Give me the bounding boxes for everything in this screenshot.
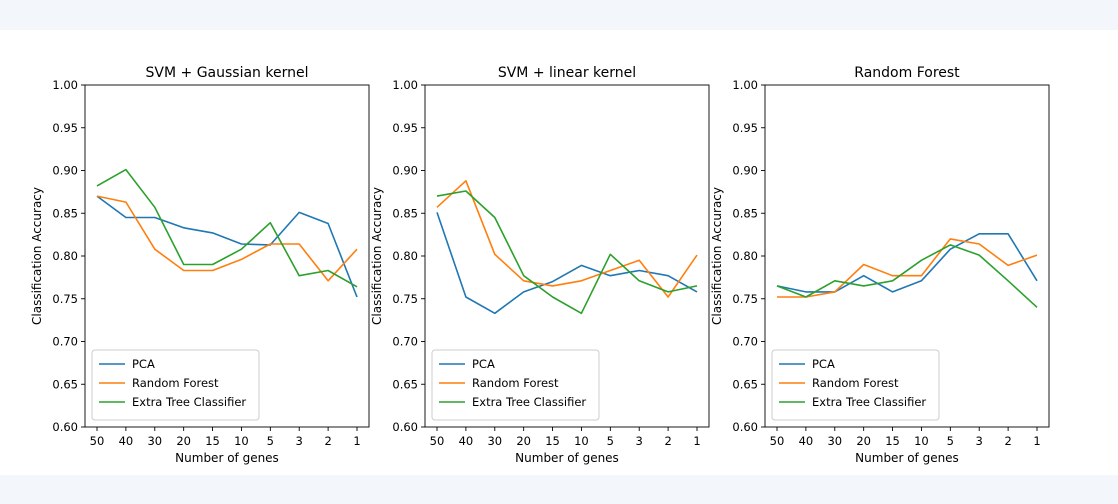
- series-line-2: [777, 238, 1038, 298]
- series-line-2: [436, 180, 698, 298]
- legend-box: [91, 349, 260, 421]
- y-tick-label: 0.70: [732, 335, 758, 349]
- legend-label: Random Forest: [812, 376, 899, 390]
- y-tick-label: 0.90: [52, 164, 78, 178]
- y-tick-label: 0.65: [732, 377, 758, 391]
- x-tick-label: 10: [914, 434, 929, 448]
- x-tick-label: 40: [459, 434, 474, 448]
- legend-label: PCA: [132, 357, 155, 371]
- x-tick-label: 15: [885, 434, 900, 448]
- y-tick-label: 0.75: [392, 292, 418, 306]
- y-axis-label: Classification Accuracy: [710, 187, 724, 325]
- y-tick-label: 0.80: [52, 249, 78, 263]
- x-tick-label: 30: [147, 434, 162, 448]
- x-axis-label: Number of genes: [855, 451, 959, 465]
- x-tick-label: 2: [664, 434, 671, 448]
- x-tick-label: 50: [90, 434, 105, 448]
- y-tick-label: 1.00: [392, 78, 418, 92]
- y-axis-label: Classification Accuracy: [30, 187, 44, 325]
- y-tick-label: 0.80: [392, 249, 418, 263]
- y-tick-label: 0.60: [732, 420, 758, 434]
- x-tick-label: 2: [324, 434, 331, 448]
- y-tick-label: 1.00: [52, 78, 78, 92]
- legend-label: Random Forest: [132, 376, 219, 390]
- y-tick-label: 0.85: [52, 206, 78, 220]
- x-tick-label: 5: [267, 434, 274, 448]
- x-tick-label: 50: [770, 434, 785, 448]
- y-tick-label: 0.60: [52, 420, 78, 434]
- x-tick-label: 3: [976, 434, 983, 448]
- legend-label: Extra Tree Classifier: [132, 395, 246, 409]
- y-tick-label: 1.00: [732, 78, 758, 92]
- x-tick-label: 15: [205, 434, 220, 448]
- series-line-3: [436, 190, 698, 315]
- x-tick-label: 30: [487, 434, 502, 448]
- legend-box: [431, 349, 600, 421]
- chart-panel-2: SVM + linear kernel 0.60 0.65 0.70 0.75 0.80 0…: [370, 65, 710, 465]
- series-line-1: [776, 233, 1038, 293]
- y-tick-label: 0.75: [732, 292, 758, 306]
- y-tick-label: 0.95: [732, 121, 758, 135]
- legend-label: Random Forest: [472, 376, 559, 390]
- y-tick-label: 0.95: [392, 121, 418, 135]
- x-tick-label: 1: [353, 434, 360, 448]
- chart-title: Random Forest: [854, 65, 960, 81]
- y-tick-label: 0.70: [392, 335, 418, 349]
- legend-label: Extra Tree Classifier: [472, 395, 586, 409]
- x-tick-label: 1: [693, 434, 700, 448]
- x-axis-label: Number of genes: [515, 451, 619, 465]
- y-tick-label: 0.70: [52, 335, 78, 349]
- x-tick-label: 5: [607, 434, 614, 448]
- series-line-1: [436, 212, 698, 315]
- series-line-3: [96, 168, 358, 288]
- x-tick-label: 3: [636, 434, 643, 448]
- x-tick-label: 40: [119, 434, 134, 448]
- y-tick-label: 0.85: [392, 206, 418, 220]
- y-tick-label: 0.65: [52, 377, 78, 391]
- y-tick-label: 0.60: [392, 420, 418, 434]
- legend-label: Extra Tree Classifier: [812, 395, 926, 409]
- y-axis-label: Classification Accuracy: [370, 187, 384, 325]
- legend-label: PCA: [812, 357, 835, 371]
- x-tick-label: 20: [856, 434, 871, 448]
- y-tick-label: 0.95: [52, 121, 78, 135]
- y-tick-label: 0.85: [732, 206, 758, 220]
- y-tick-label: 0.90: [392, 164, 418, 178]
- x-tick-label: 20: [176, 434, 191, 448]
- x-tick-label: 20: [516, 434, 531, 448]
- y-tick-label: 0.90: [732, 164, 758, 178]
- chart-title: SVM + Gaussian kernel: [146, 65, 309, 81]
- x-axis-label: Number of genes: [175, 451, 279, 465]
- charts-svg: SVM + Gaussian kernel 0.60 0.65 0.70 0.75 0.8…: [30, 65, 1050, 465]
- x-tick-label: 50: [430, 434, 445, 448]
- y-tick-label: 0.75: [52, 292, 78, 306]
- x-tick-label: 10: [574, 434, 589, 448]
- x-tick-label: 40: [799, 434, 814, 448]
- chart-panel-1: SVM + Gaussian kernel 0.60 0.65 0.70 0.75 0.8…: [30, 65, 370, 465]
- chart-panel-3: Random Forest 0.60 0.65 0.70 0.75 0.80 0.85 0.9…: [710, 65, 1050, 465]
- chart-title: SVM + linear kernel: [498, 65, 636, 81]
- x-tick-label: 5: [947, 434, 954, 448]
- x-tick-label: 15: [545, 434, 560, 448]
- x-tick-label: 2: [1004, 434, 1011, 448]
- x-tick-label: 1: [1033, 434, 1040, 448]
- x-tick-label: 30: [827, 434, 842, 448]
- y-tick-label: 0.80: [732, 249, 758, 263]
- legend-label: PCA: [472, 357, 495, 371]
- x-tick-label: 10: [234, 434, 249, 448]
- x-tick-label: 3: [296, 434, 303, 448]
- figure-canvas: SVM + Gaussian kernel 0.60 0.65 0.70 0.75 0.8…: [0, 30, 1118, 475]
- series-line-1: [96, 195, 358, 298]
- legend-box: [771, 349, 940, 421]
- y-tick-label: 0.65: [392, 377, 418, 391]
- series-line-2: [96, 195, 358, 282]
- series-line-3: [776, 244, 1038, 308]
